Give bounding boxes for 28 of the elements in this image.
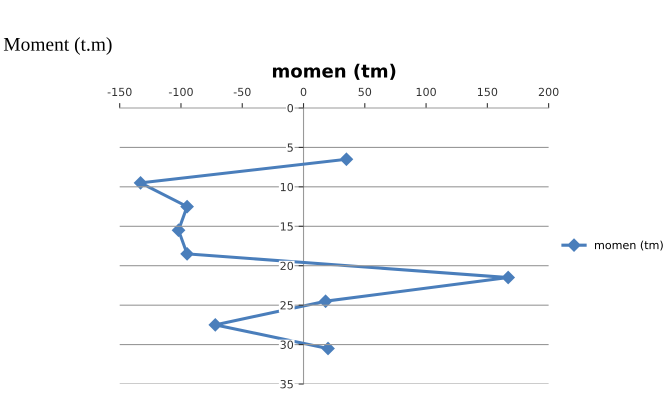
x-tick-label: 0	[300, 88, 306, 96]
point	[208, 318, 222, 332]
point	[180, 247, 194, 260]
y-tick-label: 30	[280, 340, 294, 349]
y-tick-label: 0	[287, 104, 294, 112]
point	[318, 294, 332, 308]
x-tick-label: 150	[478, 88, 498, 96]
x-tick-label: -100	[168, 88, 193, 96]
y-tick-label: 25	[280, 301, 293, 310]
x-tick-label: 100	[416, 88, 436, 96]
y-tick-label: 15	[280, 222, 293, 231]
y-tick-label: 20	[280, 262, 294, 270]
text: Moment (t.m)	[4, 37, 112, 55]
y-tick-label: 35	[280, 380, 293, 388]
x-tick-label: 200	[538, 88, 558, 96]
y-tick-label: 5	[288, 144, 293, 152]
legend-label: momen (tm)	[595, 240, 663, 251]
point	[134, 176, 148, 190]
point	[502, 270, 515, 284]
x-tick-label: -50	[234, 88, 251, 96]
chart-title: momen (tm)	[272, 64, 396, 80]
x-tick-label: -150	[108, 88, 132, 96]
point	[321, 342, 335, 356]
x-tick-label: 50	[358, 88, 372, 96]
point	[340, 152, 354, 166]
y-tick-label: 10	[280, 182, 294, 192]
point	[172, 224, 186, 237]
point	[180, 200, 194, 214]
